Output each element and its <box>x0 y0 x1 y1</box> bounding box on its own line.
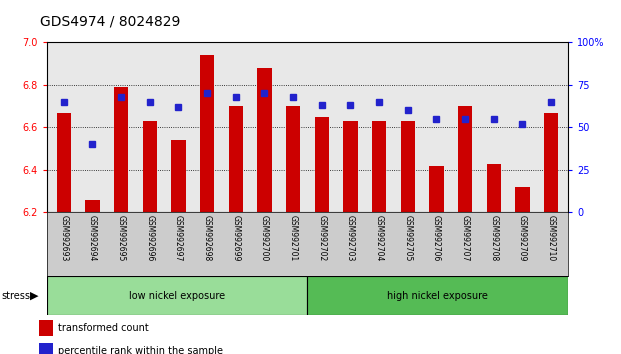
Bar <box>458 106 472 212</box>
Text: ▶: ▶ <box>30 291 39 301</box>
Text: GSM992704: GSM992704 <box>374 215 384 261</box>
Text: GSM992698: GSM992698 <box>202 215 212 261</box>
Bar <box>343 121 358 212</box>
Text: GSM992709: GSM992709 <box>518 215 527 261</box>
Text: GDS4974 / 8024829: GDS4974 / 8024829 <box>40 14 181 28</box>
Bar <box>307 276 568 315</box>
Text: GSM992700: GSM992700 <box>260 215 269 261</box>
Bar <box>200 55 214 212</box>
Text: low nickel exposure: low nickel exposure <box>129 291 225 301</box>
Text: GSM992701: GSM992701 <box>289 215 297 261</box>
Bar <box>515 187 530 212</box>
Text: GSM992696: GSM992696 <box>145 215 154 261</box>
Bar <box>85 200 99 212</box>
Bar <box>372 121 386 212</box>
Bar <box>229 106 243 212</box>
Text: transformed count: transformed count <box>58 323 149 333</box>
Text: GSM992706: GSM992706 <box>432 215 441 261</box>
Text: GSM992708: GSM992708 <box>489 215 498 261</box>
Text: GSM992702: GSM992702 <box>317 215 326 261</box>
Text: GSM992707: GSM992707 <box>461 215 469 261</box>
Text: GSM992695: GSM992695 <box>117 215 125 261</box>
Text: GSM992699: GSM992699 <box>231 215 240 261</box>
Bar <box>57 113 71 212</box>
Bar <box>401 121 415 212</box>
Bar <box>429 166 443 212</box>
Text: GSM992693: GSM992693 <box>59 215 68 261</box>
Text: GSM992705: GSM992705 <box>403 215 412 261</box>
Bar <box>40 320 53 336</box>
Bar <box>47 276 307 315</box>
Bar <box>486 164 501 212</box>
Bar <box>315 117 329 212</box>
Text: percentile rank within the sample: percentile rank within the sample <box>58 346 223 354</box>
Bar <box>286 106 300 212</box>
Text: GSM992694: GSM992694 <box>88 215 97 261</box>
Bar <box>40 343 53 354</box>
Text: stress: stress <box>2 291 31 301</box>
Bar <box>257 68 271 212</box>
Bar <box>544 113 558 212</box>
Text: high nickel exposure: high nickel exposure <box>388 291 488 301</box>
Bar <box>171 140 186 212</box>
Bar <box>143 121 157 212</box>
Text: GSM992710: GSM992710 <box>546 215 556 261</box>
Text: GSM992703: GSM992703 <box>346 215 355 261</box>
Bar <box>114 87 129 212</box>
Text: GSM992697: GSM992697 <box>174 215 183 261</box>
